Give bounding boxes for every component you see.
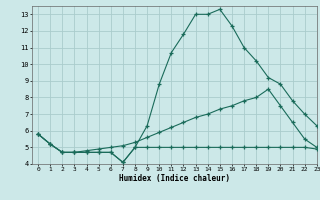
X-axis label: Humidex (Indice chaleur): Humidex (Indice chaleur) xyxy=(119,174,230,183)
